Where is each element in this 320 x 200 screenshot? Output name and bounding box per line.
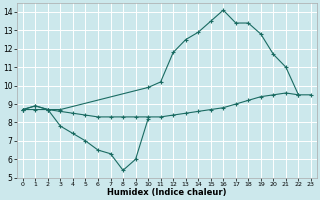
X-axis label: Humidex (Indice chaleur): Humidex (Indice chaleur) <box>107 188 227 197</box>
